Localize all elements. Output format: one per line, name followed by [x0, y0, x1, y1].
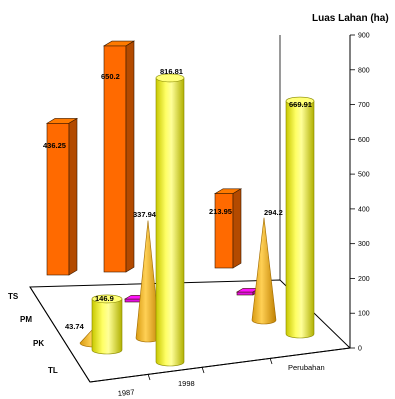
pk-cone — [251, 217, 277, 325]
data-label: 650.2 — [101, 72, 120, 81]
tl-cylinder — [155, 77, 185, 367]
y-tick-label: 900 — [358, 33, 370, 40]
tl-cylinder-top — [91, 294, 123, 304]
series-label: PM — [20, 315, 32, 324]
y-axis-title: Luas Lahan (ha) — [312, 13, 389, 24]
x-axis-line — [89, 347, 351, 383]
y-tick-label: 300 — [358, 241, 370, 248]
series-label: TS — [8, 292, 19, 301]
x-tick-label: 1987 — [117, 388, 134, 398]
ts-bar — [214, 193, 234, 269]
x-tick-label: 1998 — [178, 379, 195, 388]
x-tick — [147, 373, 151, 381]
ts-bar-side — [232, 188, 242, 269]
y-tick-label: 200 — [358, 276, 370, 283]
y-tick-label: 400 — [358, 206, 370, 213]
depth-axis-line — [29, 286, 91, 383]
series-label: TL — [48, 366, 58, 375]
x-tick-label: Perubahan — [288, 363, 325, 372]
x-tick — [269, 357, 273, 365]
x-tick — [201, 366, 205, 374]
data-label: 294.2 — [264, 208, 283, 217]
x-axis — [29, 286, 351, 383]
tl-cylinder — [91, 298, 123, 355]
data-label: 146.9 — [95, 294, 114, 303]
series-label: PK — [33, 339, 44, 348]
data-label: 669.91 — [289, 100, 312, 109]
series-labels: TS PM PK TL — [8, 292, 58, 375]
y-tick-label: 500 — [358, 172, 370, 179]
y-tick-label: 600 — [358, 137, 370, 144]
tl-cylinder-top — [285, 96, 315, 106]
y-tick-label: 800 — [358, 67, 370, 74]
ts-bar-side — [125, 40, 135, 273]
category-labels: 1987 1998 Perubahan — [117, 363, 324, 398]
y-tick-label: 700 — [358, 102, 370, 109]
data-label: 337.94 — [133, 210, 157, 219]
data-label: 816.81 — [160, 67, 183, 76]
y-axis: Luas Lahan (ha) 0 100 200 300 400 500 600 700 80… — [312, 13, 389, 353]
pm-bar — [236, 291, 254, 296]
y-tick-label: 0 — [358, 346, 362, 353]
data-label: 213.95 — [209, 207, 232, 216]
tl-cylinder — [285, 100, 315, 339]
data-label: 436.25 — [43, 141, 66, 150]
data-label: 43.74 — [65, 322, 85, 331]
tl-cylinder-top — [155, 73, 185, 83]
ts-bar-side — [68, 117, 78, 276]
data-labels: 436.25 650.2 816.81 213.95 669.91 337.94 294.2… — [43, 67, 312, 331]
chart-marks — [45, 40, 315, 367]
y-tick-label: 100 — [358, 311, 370, 318]
